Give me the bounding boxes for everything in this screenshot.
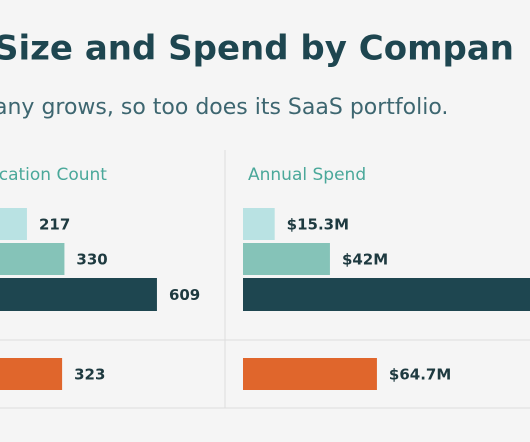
- bar: [243, 358, 377, 390]
- value-label: $42M: [342, 251, 388, 269]
- value-label: $64.7M: [389, 366, 451, 384]
- bar: [0, 358, 63, 390]
- chart-title: Size and Spend by Compan: [0, 29, 514, 69]
- bar: [243, 243, 330, 275]
- value-label: 330: [76, 251, 107, 269]
- value-label: 217: [39, 216, 70, 234]
- chart-subtitle: any grows, so too does its SaaS portfoli…: [0, 95, 448, 120]
- bar: [0, 278, 157, 311]
- bar: [243, 208, 275, 240]
- bar: [0, 208, 27, 240]
- bar: [0, 243, 65, 275]
- bar: [243, 278, 530, 311]
- value-label: 609: [169, 286, 200, 304]
- value-label: $15.3M: [287, 216, 349, 234]
- panel-title: Annual Spend: [248, 165, 366, 185]
- value-label: 323: [74, 366, 105, 384]
- panel-title: ication Count: [0, 165, 107, 185]
